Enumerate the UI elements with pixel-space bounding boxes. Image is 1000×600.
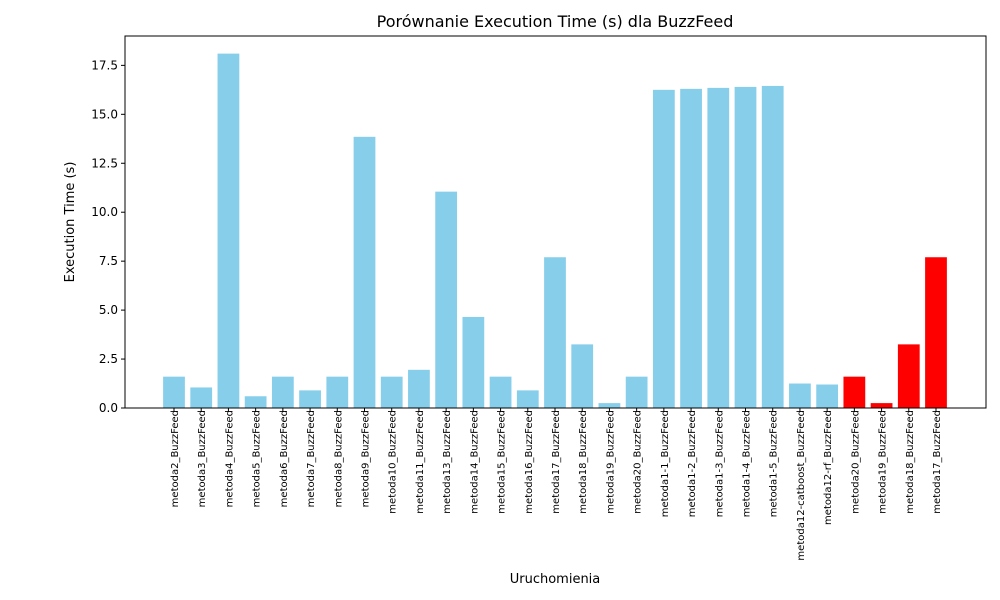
x-tick-label-23: metoda12-catboost_BuzzFeed: [796, 410, 807, 561]
x-tick-label-26: metoda19_BuzzFeed: [878, 410, 889, 514]
y-tick-label-1: 2.5: [99, 352, 118, 366]
x-tick-label-21: metoda1-4_BuzzFeed: [742, 410, 753, 517]
bar-12: [489, 376, 512, 408]
x-tick-label-28: metoda17_BuzzFeed: [932, 410, 943, 514]
x-tick-label-24: metoda12-rf_BuzzFeed: [823, 410, 834, 525]
bar-1: [190, 387, 213, 408]
bar-16: [598, 403, 621, 408]
bar-27: [897, 344, 920, 408]
bar-14: [544, 257, 566, 408]
x-tick-label-5: metoda7_BuzzFeed: [306, 410, 317, 507]
x-tick-label-12: metoda15_BuzzFeed: [497, 410, 508, 514]
x-tick-label-0: metoda2_BuzzFeed: [170, 410, 181, 507]
bar-26: [870, 403, 893, 408]
x-tick-label-11: metoda14_BuzzFeed: [469, 410, 480, 514]
bar-8: [380, 376, 403, 408]
bar-2: [217, 53, 240, 409]
bar-24: [816, 384, 839, 408]
y-axis-label: Execution Time (s): [63, 162, 78, 283]
x-tick-label-13: metoda16_BuzzFeed: [524, 410, 535, 514]
bar-25: [843, 376, 866, 408]
x-tick-label-16: metoda19_BuzzFeed: [605, 410, 616, 514]
x-tick-label-6: metoda8_BuzzFeed: [333, 410, 344, 507]
chart-title: Porównanie Execution Time (s) dla BuzzFe…: [377, 12, 734, 31]
y-tick-label-0: 0.0: [99, 401, 118, 415]
x-tick-label-14: metoda17_BuzzFeed: [551, 410, 562, 514]
x-tick-label-2: metoda4_BuzzFeed: [224, 410, 235, 507]
x-tick-label-10: metoda13_BuzzFeed: [442, 410, 453, 514]
bar-13: [516, 390, 539, 408]
x-tick-label-19: metoda1-2_BuzzFeed: [687, 410, 698, 517]
bar-15: [571, 344, 594, 408]
y-tick-label-3: 7.5: [99, 254, 118, 268]
y-tick-label-6: 15.0: [91, 107, 118, 121]
bar-19: [680, 88, 702, 409]
x-axis: metoda2_BuzzFeed metoda3_BuzzFeed metoda4_…: [170, 408, 943, 561]
x-tick-label-18: metoda1-1_BuzzFeed: [660, 410, 671, 517]
x-tick-label-27: metoda18_BuzzFeed: [905, 410, 916, 514]
plot-frame: [124, 35, 987, 409]
y-tick-label-4: 10.0: [91, 205, 118, 219]
bar-3: [244, 396, 267, 408]
x-tick-label-4: metoda6_BuzzFeed: [279, 410, 290, 507]
bar-11: [462, 316, 485, 408]
y-tick-label-7: 17.5: [91, 58, 118, 72]
x-tick-label-7: metoda9_BuzzFeed: [361, 410, 372, 507]
x-axis-label: Uruchomienia: [510, 572, 601, 587]
x-tick-label-3: metoda5_BuzzFeed: [252, 410, 263, 507]
bar-0: [163, 376, 185, 408]
x-tick-label-22: metoda1-5_BuzzFeed: [769, 410, 780, 517]
bar-6: [326, 376, 349, 408]
x-tick-label-8: metoda10_BuzzFeed: [388, 410, 399, 514]
bar-20: [707, 87, 730, 408]
bar-4: [271, 376, 294, 408]
bar-17: [625, 376, 648, 408]
x-tick-label-15: metoda18_BuzzFeed: [578, 410, 589, 514]
bar-22: [761, 85, 784, 409]
bar-9: [408, 369, 430, 408]
x-tick-label-17: metoda20_BuzzFeed: [633, 410, 644, 514]
y-tick-label-5: 12.5: [91, 156, 118, 170]
y-tick-label-2: 5.0: [99, 303, 118, 317]
x-tick-label-9: metoda11_BuzzFeed: [415, 410, 426, 514]
bar-10: [435, 191, 458, 408]
bar-5: [299, 390, 321, 408]
x-tick-label-20: metoda1-3_BuzzFeed: [714, 410, 725, 517]
bar-18: [652, 89, 675, 408]
y-axis: 0.0 2.5 5.0 7.5 10.0 12.5 15.0 17.5: [91, 58, 125, 415]
x-tick-label-25: metoda20_BuzzFeed: [850, 410, 861, 514]
x-tick-label-1: metoda3_BuzzFeed: [197, 410, 208, 507]
bar-21: [734, 86, 757, 408]
bar-7: [353, 136, 376, 408]
bar-28: [925, 257, 947, 408]
bars-group: [163, 53, 947, 409]
bar-23: [789, 383, 811, 408]
